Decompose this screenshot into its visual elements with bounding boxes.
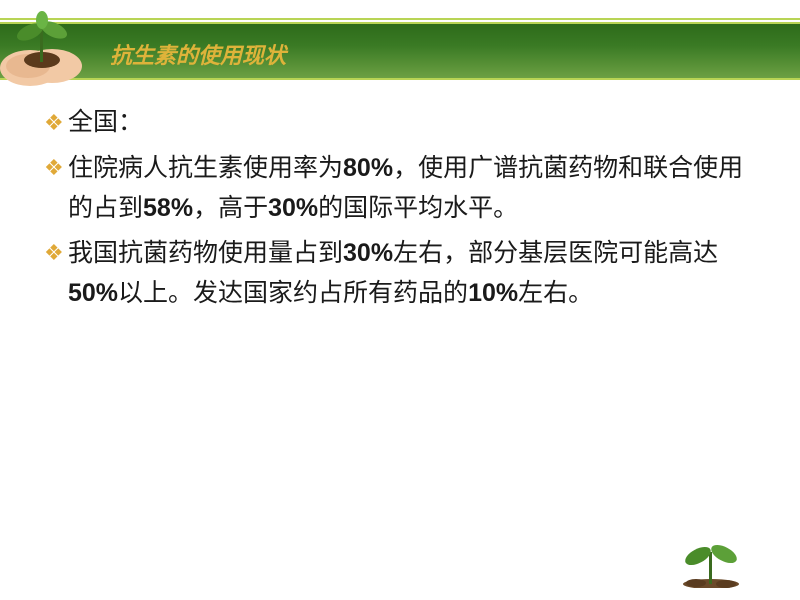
bullet-item: ❖ 住院病人抗生素使用率为80%，使用广谱抗菌药物和联合使用的占到58%，高于3… (44, 149, 756, 229)
diamond-bullet-icon: ❖ (44, 149, 68, 185)
corner-plant-hand-icon (0, 10, 85, 90)
header-accent-line (0, 18, 800, 20)
slide-title: 抗生素的使用现状 (110, 38, 286, 70)
bullet-item: ❖ 我国抗菌药物使用量占到30%左右，部分基层医院可能高达50%以上。发达国家约… (44, 234, 756, 314)
diamond-bullet-icon: ❖ (44, 104, 68, 140)
bullet-text: 我国抗菌药物使用量占到30%左右，部分基层医院可能高达50%以上。发达国家约占所… (68, 234, 756, 314)
bullet-text: 全国： (68, 104, 756, 143)
content-area: ❖ 全国： ❖ 住院病人抗生素使用率为80%，使用广谱抗菌药物和联合使用的占到5… (44, 104, 756, 320)
bottom-plant-icon (676, 538, 746, 588)
bullet-text: 住院病人抗生素使用率为80%，使用广谱抗菌药物和联合使用的占到58%，高于30%… (68, 149, 756, 229)
diamond-bullet-icon: ❖ (44, 234, 68, 270)
bullet-item: ❖ 全国： (44, 104, 756, 143)
